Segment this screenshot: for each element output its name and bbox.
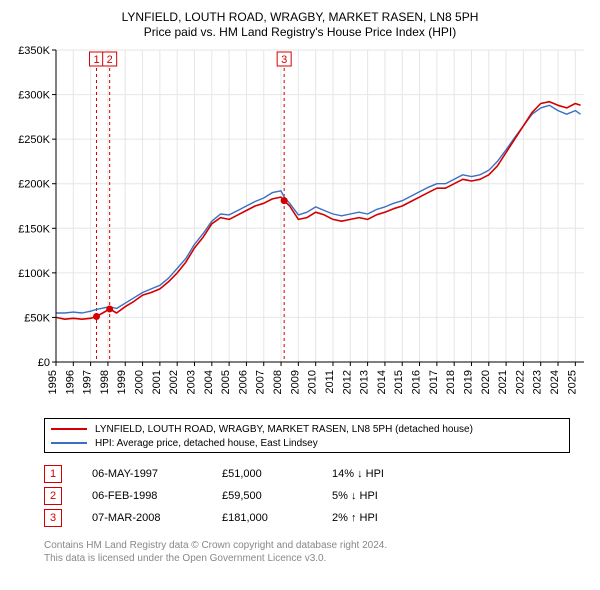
legend-swatch — [51, 442, 87, 444]
sale-delta: 5% ↓ HPI — [332, 490, 432, 502]
legend-row-subject: LYNFIELD, LOUTH ROAD, WRAGBY, MARKET RAS… — [51, 422, 563, 436]
svg-text:2008: 2008 — [272, 370, 284, 394]
svg-text:£0: £0 — [38, 357, 50, 369]
sale-date: 06-FEB-1998 — [92, 490, 192, 502]
legend-label: LYNFIELD, LOUTH ROAD, WRAGBY, MARKET RAS… — [95, 424, 473, 435]
svg-text:2013: 2013 — [359, 370, 371, 394]
svg-text:1998: 1998 — [99, 370, 111, 394]
svg-text:2020: 2020 — [480, 370, 492, 394]
legend-swatch — [51, 428, 87, 430]
svg-text:2005: 2005 — [220, 370, 232, 394]
svg-text:1996: 1996 — [64, 370, 76, 394]
table-row: 3 07-MAR-2008 £181,000 2% ↑ HPI — [44, 507, 570, 529]
svg-text:2022: 2022 — [514, 370, 526, 394]
chart-subtitle: Price paid vs. HM Land Registry's House … — [10, 25, 590, 40]
chart-footer: Contains HM Land Registry data © Crown c… — [44, 539, 570, 565]
svg-text:£350K: £350K — [18, 46, 50, 57]
sale-price: £181,000 — [222, 512, 302, 524]
legend-row-hpi: HPI: Average price, detached house, East… — [51, 436, 563, 450]
sale-marker-box: 3 — [44, 509, 62, 527]
sale-delta: 2% ↑ HPI — [332, 512, 432, 524]
svg-text:2014: 2014 — [376, 370, 388, 394]
sale-date: 06-MAY-1997 — [92, 468, 192, 480]
svg-text:£300K: £300K — [18, 90, 50, 102]
svg-text:2017: 2017 — [428, 370, 440, 394]
svg-text:£150K: £150K — [18, 223, 50, 235]
sale-delta: 14% ↓ HPI — [332, 468, 432, 480]
svg-text:2002: 2002 — [168, 370, 180, 394]
svg-text:2012: 2012 — [341, 370, 353, 394]
svg-text:2018: 2018 — [445, 370, 457, 394]
svg-text:2009: 2009 — [289, 370, 301, 394]
svg-text:3: 3 — [281, 54, 287, 66]
footer-line: This data is licensed under the Open Gov… — [44, 552, 570, 565]
svg-text:2010: 2010 — [307, 370, 319, 394]
svg-text:2024: 2024 — [549, 370, 561, 394]
sale-marker-box: 2 — [44, 487, 62, 505]
svg-text:1: 1 — [93, 54, 99, 66]
svg-text:2016: 2016 — [411, 370, 423, 394]
table-row: 2 06-FEB-1998 £59,500 5% ↓ HPI — [44, 485, 570, 507]
svg-text:2000: 2000 — [134, 370, 146, 394]
price-chart: £0 £50K £100K £150K £200K £250K £300K £350K 1995… — [10, 46, 590, 416]
svg-text:2001: 2001 — [151, 370, 163, 394]
sale-price: £59,500 — [222, 490, 302, 502]
sales-table: 1 06-MAY-1997 £51,000 14% ↓ HPI 2 06-FEB… — [44, 463, 570, 529]
svg-text:1995: 1995 — [47, 370, 59, 394]
svg-text:2006: 2006 — [237, 370, 249, 394]
svg-text:2007: 2007 — [255, 370, 267, 394]
legend-label: HPI: Average price, detached house, East… — [95, 438, 318, 449]
svg-text:£250K: £250K — [18, 134, 50, 146]
svg-text:1999: 1999 — [116, 370, 128, 394]
svg-text:£200K: £200K — [18, 179, 50, 191]
svg-text:£100K: £100K — [18, 268, 50, 280]
svg-text:2011: 2011 — [324, 370, 336, 394]
sale-date: 07-MAR-2008 — [92, 512, 192, 524]
footer-line: Contains HM Land Registry data © Crown c… — [44, 539, 570, 552]
sale-marker-box: 1 — [44, 465, 62, 483]
svg-text:2003: 2003 — [185, 370, 197, 394]
svg-text:2: 2 — [107, 54, 113, 66]
table-row: 1 06-MAY-1997 £51,000 14% ↓ HPI — [44, 463, 570, 485]
svg-text:2025: 2025 — [566, 370, 578, 394]
svg-text:1997: 1997 — [82, 370, 94, 394]
svg-text:2015: 2015 — [393, 370, 405, 394]
svg-text:2019: 2019 — [462, 370, 474, 394]
svg-text:£50K: £50K — [24, 312, 50, 324]
chart-title: LYNFIELD, LOUTH ROAD, WRAGBY, MARKET RAS… — [10, 10, 590, 25]
svg-text:2004: 2004 — [203, 370, 215, 394]
svg-text:2023: 2023 — [532, 370, 544, 394]
sale-price: £51,000 — [222, 468, 302, 480]
chart-legend: LYNFIELD, LOUTH ROAD, WRAGBY, MARKET RAS… — [44, 418, 570, 453]
svg-text:2021: 2021 — [497, 370, 509, 394]
